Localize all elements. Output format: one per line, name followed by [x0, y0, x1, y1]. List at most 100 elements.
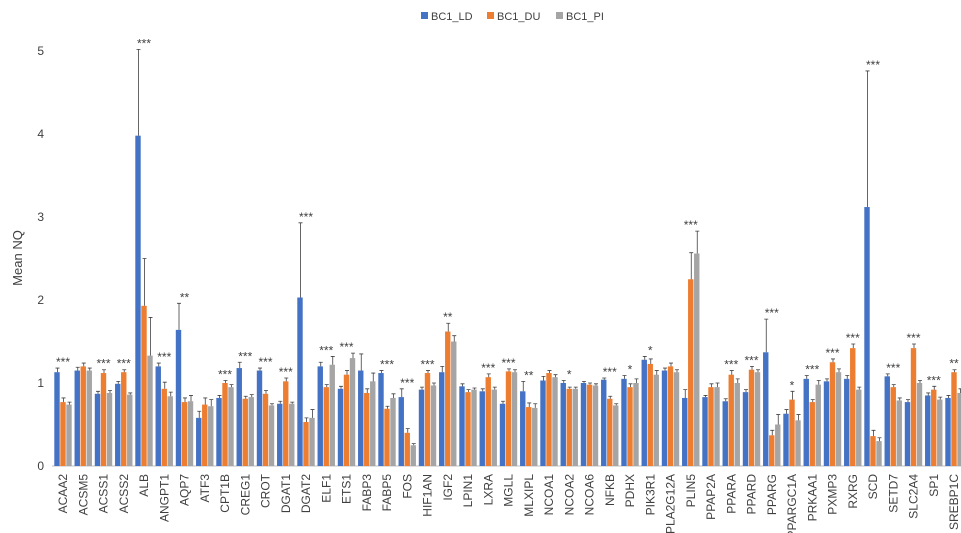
error-bar [622, 375, 627, 379]
error-bar [310, 409, 315, 418]
error-bar [547, 370, 552, 374]
error-bar [177, 302, 181, 330]
error-bar [567, 386, 572, 389]
significance: *** [724, 358, 738, 372]
x-tick-label: PXMP3 [826, 474, 840, 515]
error-bar [784, 409, 789, 414]
bar [60, 402, 66, 466]
x-tick-label: HIF1AN [421, 474, 435, 517]
error-bar [162, 381, 167, 389]
error-bar [55, 367, 60, 373]
bar [540, 380, 546, 466]
error-bar [278, 400, 283, 404]
error-bar [75, 366, 80, 371]
x-tick-label: NCOA2 [562, 474, 576, 516]
bar [641, 359, 647, 466]
x-tick-label: DGAT2 [299, 474, 313, 513]
error-bar [810, 399, 815, 403]
x-tick-label: PPARG [765, 474, 779, 515]
bar [688, 279, 694, 466]
error-bar [136, 48, 141, 136]
bar [242, 398, 248, 466]
bar [228, 387, 234, 466]
bar [809, 402, 815, 466]
bar [378, 373, 384, 466]
error-bar [351, 352, 355, 359]
error-bar [81, 362, 86, 367]
y-tick-label: 5 [37, 44, 44, 58]
x-tick-label: CREG1 [238, 474, 252, 516]
x-tick-label: SETD7 [886, 474, 900, 513]
x-tick-label: PPARA [724, 474, 738, 514]
error-bar [703, 395, 708, 398]
error-bar [189, 395, 193, 402]
error-bar [258, 367, 262, 371]
bar [910, 348, 917, 466]
bar [505, 371, 512, 466]
significance: * [790, 378, 795, 392]
error-bar [689, 252, 694, 280]
bar [783, 413, 789, 466]
x-tick-label: ATF3 [198, 474, 212, 503]
significance: *** [137, 36, 151, 50]
bar [722, 401, 728, 466]
error-bar [411, 443, 416, 446]
bar [289, 403, 295, 466]
significance: *** [744, 353, 758, 367]
bar [161, 388, 167, 466]
bar [823, 381, 830, 466]
bar [621, 378, 627, 466]
error-bar [790, 390, 795, 400]
error-bar [209, 399, 214, 407]
error-bar [750, 366, 754, 370]
error-bar [507, 368, 511, 372]
significance: *** [157, 350, 171, 364]
error-bar [582, 380, 586, 383]
bar [317, 366, 323, 466]
error-bar [290, 401, 295, 404]
bar [803, 378, 809, 466]
x-tick-label: ACAA2 [56, 474, 70, 514]
error-bar [122, 369, 127, 373]
significance: *** [238, 349, 252, 363]
error-bar [831, 358, 835, 363]
x-tick-label: PLIN5 [684, 474, 698, 508]
error-bar [588, 382, 592, 385]
bar [303, 422, 309, 466]
x-tick-label: ETS1 [340, 474, 354, 504]
bar [451, 341, 457, 466]
significance: *** [825, 346, 839, 360]
bar [653, 374, 659, 466]
error-bar [264, 390, 268, 394]
error-bar [912, 343, 916, 349]
legend-label: BC1_PI [566, 11, 604, 23]
error-bar [715, 382, 720, 388]
x-tick-label: AQP7 [178, 474, 192, 506]
error-bar [735, 378, 740, 383]
error-bar [729, 370, 734, 375]
bar [343, 374, 350, 466]
bar [682, 397, 688, 466]
bar [592, 385, 599, 466]
bar [916, 383, 923, 466]
significance: ** [949, 357, 959, 371]
error-bar [217, 395, 222, 398]
error-bar [501, 400, 505, 404]
bar [748, 369, 755, 466]
bar [499, 403, 506, 466]
significance: *** [420, 358, 434, 372]
x-tick-label: CPT1B [218, 474, 232, 513]
bar [54, 372, 60, 466]
bar [532, 407, 538, 466]
legend-swatch [556, 12, 563, 19]
bar [925, 395, 931, 466]
error-bar [648, 358, 653, 364]
error-bar [776, 414, 781, 425]
bar [471, 389, 477, 466]
error-bar [918, 380, 922, 383]
error-bar [472, 387, 477, 390]
error-bar [764, 318, 769, 353]
error-bar [96, 390, 100, 394]
x-tick-label: IGF2 [441, 474, 455, 501]
bar [552, 377, 558, 466]
